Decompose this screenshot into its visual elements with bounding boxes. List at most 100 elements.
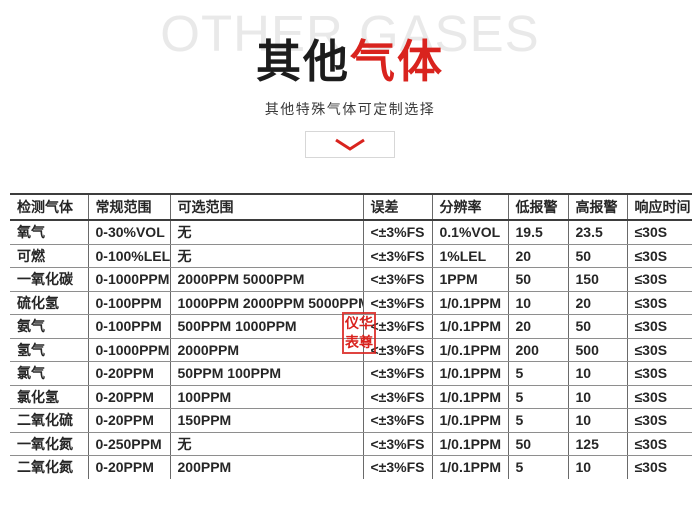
spec-value-cell: <±3%FS (363, 267, 433, 292)
spec-value-cell: 150 (568, 267, 628, 292)
spec-value-cell: 10 (568, 455, 628, 479)
spec-table-header-row: 检测气体 常规范围 可选范围 误差 分辨率 低报警 高报警 响应时间 (10, 194, 692, 221)
table-row: 一氧化碳 0-1000PPM 2000PPM 5000PPM <±3%FS 1PPM 50… (10, 267, 692, 292)
table-row: 二氧化硫 0-20PPM 150PPM <±3%FS 1/0.1PPM 5 10 ≤30S (10, 408, 692, 433)
spec-value-cell: 200PPM (170, 455, 364, 479)
spec-value-cell: 500 (568, 338, 628, 362)
spec-value-cell: <±3%FS (363, 314, 433, 339)
spec-value-cell: 0-20PPM (88, 408, 171, 433)
spec-value-cell: 0-100%LEL (88, 244, 171, 268)
spec-value-cell: 5 (508, 361, 569, 386)
spec-value-cell: 125 (568, 432, 628, 456)
spec-value-cell: 50 (568, 244, 628, 268)
spec-value-cell: 1PPM (432, 267, 509, 292)
spec-value-cell: 0-30%VOL (88, 220, 171, 245)
spec-value-cell: <±3%FS (363, 291, 433, 315)
spec-value-cell: <±3%FS (363, 338, 433, 362)
spec-value-cell: 100PPM (170, 385, 364, 409)
spec-value-cell: 0-100PPM (88, 291, 171, 315)
spec-value-cell: 20 (508, 244, 569, 268)
page-header: OTHER GASES 其他气体 其他特殊气体可定制选择 (0, 0, 700, 190)
column-header: 高报警 (568, 194, 628, 221)
spec-value-cell: ≤30S (627, 267, 692, 292)
spec-value-cell: ≤30S (627, 408, 692, 433)
spec-value-cell: <±3%FS (363, 385, 433, 409)
column-header: 响应时间 (627, 194, 692, 221)
spec-value-cell: 0.1%VOL (432, 220, 509, 245)
spec-value-cell: 23.5 (568, 220, 628, 245)
spec-value-cell: 0-250PPM (88, 432, 171, 456)
spec-value-cell: ≤30S (627, 244, 692, 268)
spec-value-cell: 5 (508, 385, 569, 409)
spec-value-cell: 50 (508, 267, 569, 292)
chevron-down-icon (334, 138, 366, 152)
table-row: 氯气 0-20PPM 50PPM 100PPM <±3%FS 1/0.1PPM 5 10 ≤3… (10, 361, 692, 386)
table-row: 氢气 0-1000PPM 2000PPM <±3%FS 1/0.1PPM 200 500 ≤3… (10, 338, 692, 362)
table-row: 氯化氢 0-20PPM 100PPM <±3%FS 1/0.1PPM 5 10 ≤30S (10, 385, 692, 409)
spec-value-cell: <±3%FS (363, 220, 433, 245)
red-seal-line1: 仪华 (345, 315, 373, 331)
column-header: 误差 (363, 194, 433, 221)
spec-value-cell: 无 (170, 244, 364, 268)
spec-value-cell: 1/0.1PPM (432, 314, 509, 339)
gas-name-cell: 一氧化氮 (10, 432, 89, 456)
page-subtitle: 其他特殊气体可定制选择 (264, 101, 436, 117)
table-row: 可燃 0-100%LEL 无 <±3%FS 1%LEL 20 50 ≤30S (10, 244, 692, 268)
spec-value-cell: 200 (508, 338, 569, 362)
spec-value-cell: 0-1000PPM (88, 267, 171, 292)
gas-name-cell: 二氧化氮 (10, 455, 89, 479)
spec-value-cell: ≤30S (627, 432, 692, 456)
table-row: 二氧化氮 0-20PPM 200PPM <±3%FS 1/0.1PPM 5 10 ≤30S (10, 455, 692, 479)
spec-value-cell: 2000PPM 5000PPM (170, 267, 364, 292)
spec-value-cell: 1/0.1PPM (432, 455, 509, 479)
red-seal-watermark: 仪华 表尊 (342, 312, 376, 354)
spec-value-cell: 5 (508, 455, 569, 479)
column-header: 低报警 (508, 194, 569, 221)
spec-value-cell: 20 (508, 314, 569, 339)
spec-value-cell: 20 (568, 291, 628, 315)
spec-value-cell: <±3%FS (363, 432, 433, 456)
gas-name-cell: 二氧化硫 (10, 408, 89, 433)
gas-name-cell: 一氧化碳 (10, 267, 89, 292)
spec-value-cell: <±3%FS (363, 361, 433, 386)
table-row: 硫化氢 0-100PPM 1000PPM 2000PPM 5000PPM <±3%FS… (10, 291, 692, 315)
spec-value-cell: 50PPM 100PPM (170, 361, 364, 386)
spec-value-cell: 19.5 (508, 220, 569, 245)
red-seal-line2: 表尊 (345, 334, 373, 350)
spec-value-cell: 10 (568, 385, 628, 409)
spec-value-cell: 50 (508, 432, 569, 456)
column-header: 常规范围 (88, 194, 171, 221)
spec-value-cell: 1/0.1PPM (432, 361, 509, 386)
spec-value-cell: 150PPM (170, 408, 364, 433)
spec-value-cell: 10 (508, 291, 569, 315)
page-title: 其他气体 (0, 36, 700, 88)
spec-value-cell: 500PPM 1000PPM (170, 314, 364, 339)
spec-value-cell: 10 (568, 408, 628, 433)
spec-value-cell: 1%LEL (432, 244, 509, 268)
gas-name-cell: 氧气 (10, 220, 89, 245)
page-title-red: 气体 (350, 36, 445, 87)
expand-button[interactable] (305, 131, 395, 158)
spec-value-cell: ≤30S (627, 385, 692, 409)
column-header: 分辨率 (432, 194, 509, 221)
spec-value-cell: 10 (568, 361, 628, 386)
spec-value-cell: 1/0.1PPM (432, 408, 509, 433)
spec-value-cell: ≤30S (627, 314, 692, 339)
gas-name-cell: 氯化氢 (10, 385, 89, 409)
spec-value-cell: ≤30S (627, 361, 692, 386)
gas-name-cell: 氯气 (10, 361, 89, 386)
spec-value-cell: ≤30S (634, 459, 668, 476)
spec-value-cell: 0-20PPM (88, 361, 171, 386)
table-row: 一氧化氮 0-250PPM 无 <±3%FS 1/0.1PPM 50 125 ≤30S (10, 432, 692, 456)
spec-value-cell: ≤30S (627, 338, 692, 362)
column-header: 检测气体 (10, 194, 89, 221)
gas-name-cell: 硫化氢 (10, 291, 89, 315)
spec-value-cell: <±3%FS (363, 408, 433, 433)
spec-value-cell: ≤30S (627, 291, 692, 315)
gas-name-cell: 可燃 (10, 244, 89, 268)
background-watermark-text: OTHER GASES (160, 5, 540, 62)
gas-spec-table: 检测气体 常规范围 可选范围 误差 分辨率 低报警 高报警 响应时间 氧气 0-30%VOL 无 <… (10, 193, 692, 479)
spec-value-cell: 无 (170, 432, 364, 456)
spec-value-cell: <±3%FS (363, 455, 433, 479)
